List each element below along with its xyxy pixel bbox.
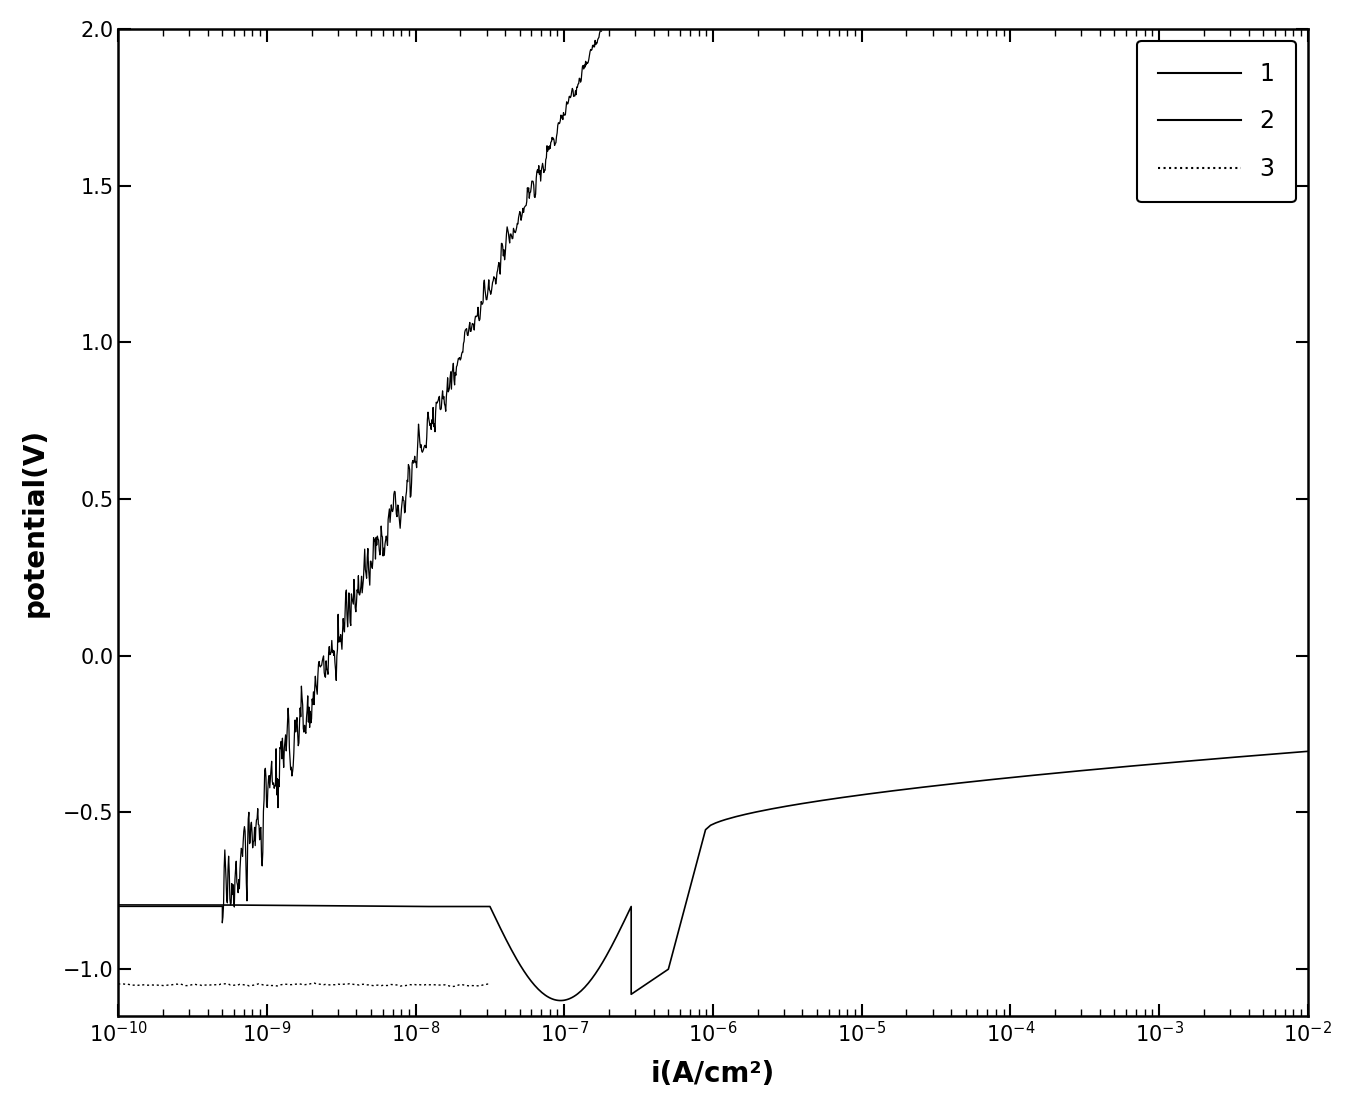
2: [1300, 744, 1316, 757]
Legend: 1, 2, 3: 1, 2, 3: [1137, 41, 1296, 202]
X-axis label: i(A/cm²): i(A/cm²): [651, 1060, 775, 1088]
3: [210, 978, 226, 991]
3: [453, 978, 469, 991]
2: [110, 898, 126, 912]
1: [110, 899, 126, 913]
1: [306, 685, 322, 699]
3: [444, 980, 460, 994]
1: [227, 863, 244, 876]
3: [467, 979, 483, 993]
2: [1042, 767, 1058, 781]
Line: 2: 2: [118, 751, 1308, 1000]
1: [426, 417, 442, 430]
3: [306, 976, 322, 989]
3: [482, 977, 498, 990]
1: [311, 660, 327, 673]
Line: 1: 1: [118, 31, 602, 923]
3: [110, 977, 126, 990]
1: [593, 24, 609, 38]
2: [552, 994, 568, 1007]
2: [134, 898, 150, 912]
2: [524, 975, 540, 988]
3: [124, 978, 141, 991]
1: [486, 274, 502, 287]
Line: 3: 3: [118, 983, 490, 987]
2: [879, 785, 896, 798]
3: [133, 978, 149, 991]
1: [161, 899, 177, 913]
2: [264, 898, 280, 912]
1: [214, 916, 230, 929]
3: [179, 979, 195, 993]
Y-axis label: potential(V): potential(V): [20, 428, 49, 617]
1: [594, 24, 610, 38]
2: [555, 994, 571, 1007]
